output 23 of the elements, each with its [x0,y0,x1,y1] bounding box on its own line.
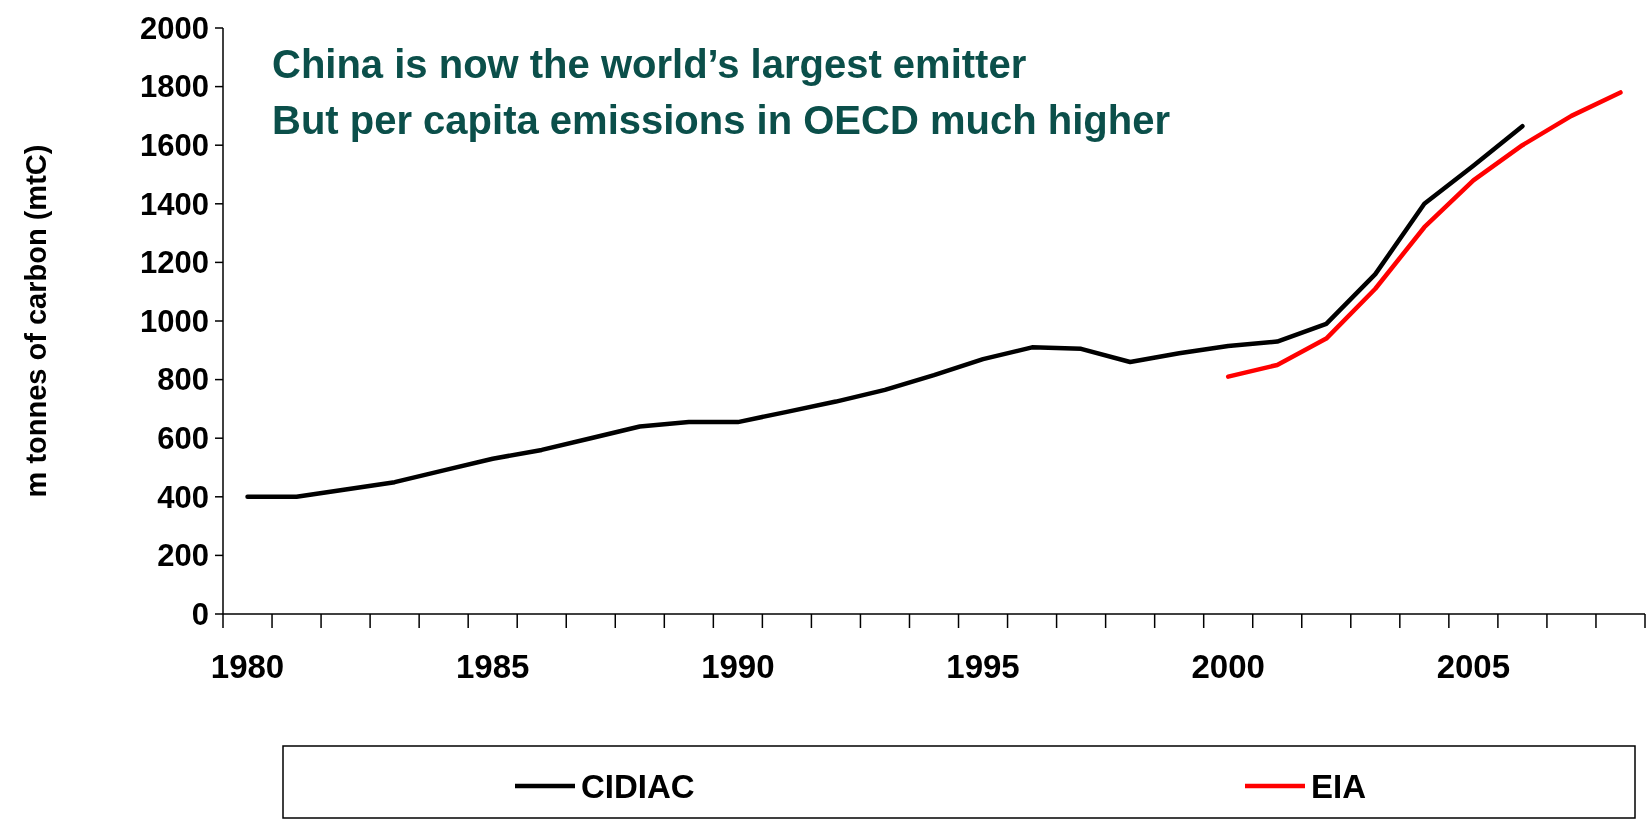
x-tick-label: 1980 [210,648,285,685]
x-tick-label: 1985 [455,648,530,685]
x-tick-label: 1990 [701,648,775,685]
y-tick-label: 2000 [140,10,209,46]
y-tick-label: 1400 [140,186,209,222]
chart-title: China is now the world’s largest emitter [272,42,1027,86]
x-tick-label: 2005 [1436,648,1511,685]
y-tick-label: 1600 [140,128,209,164]
text: But per capita emissions in OECD much higher [272,98,1170,142]
y-axis-title: m tonnes of carbon (mtC) [20,144,52,498]
y-tick-label: 1000 [140,303,209,339]
y-tick-label: 0 [191,596,209,632]
legend-label: CIDIAC [581,767,695,805]
y-tick-label: 1800 [140,69,209,105]
y-tick-label: 600 [157,421,209,457]
y-tick-label: 800 [157,362,209,398]
x-tick-label: 1995 [946,648,1020,685]
line-series [1225,90,1623,379]
y-tick-label: 400 [157,479,209,515]
legend-label: EIA [1311,767,1367,805]
x-tick-label: 2000 [1191,648,1265,685]
y-tick-label: 1200 [140,245,209,281]
y-tick-label: 200 [157,538,209,574]
